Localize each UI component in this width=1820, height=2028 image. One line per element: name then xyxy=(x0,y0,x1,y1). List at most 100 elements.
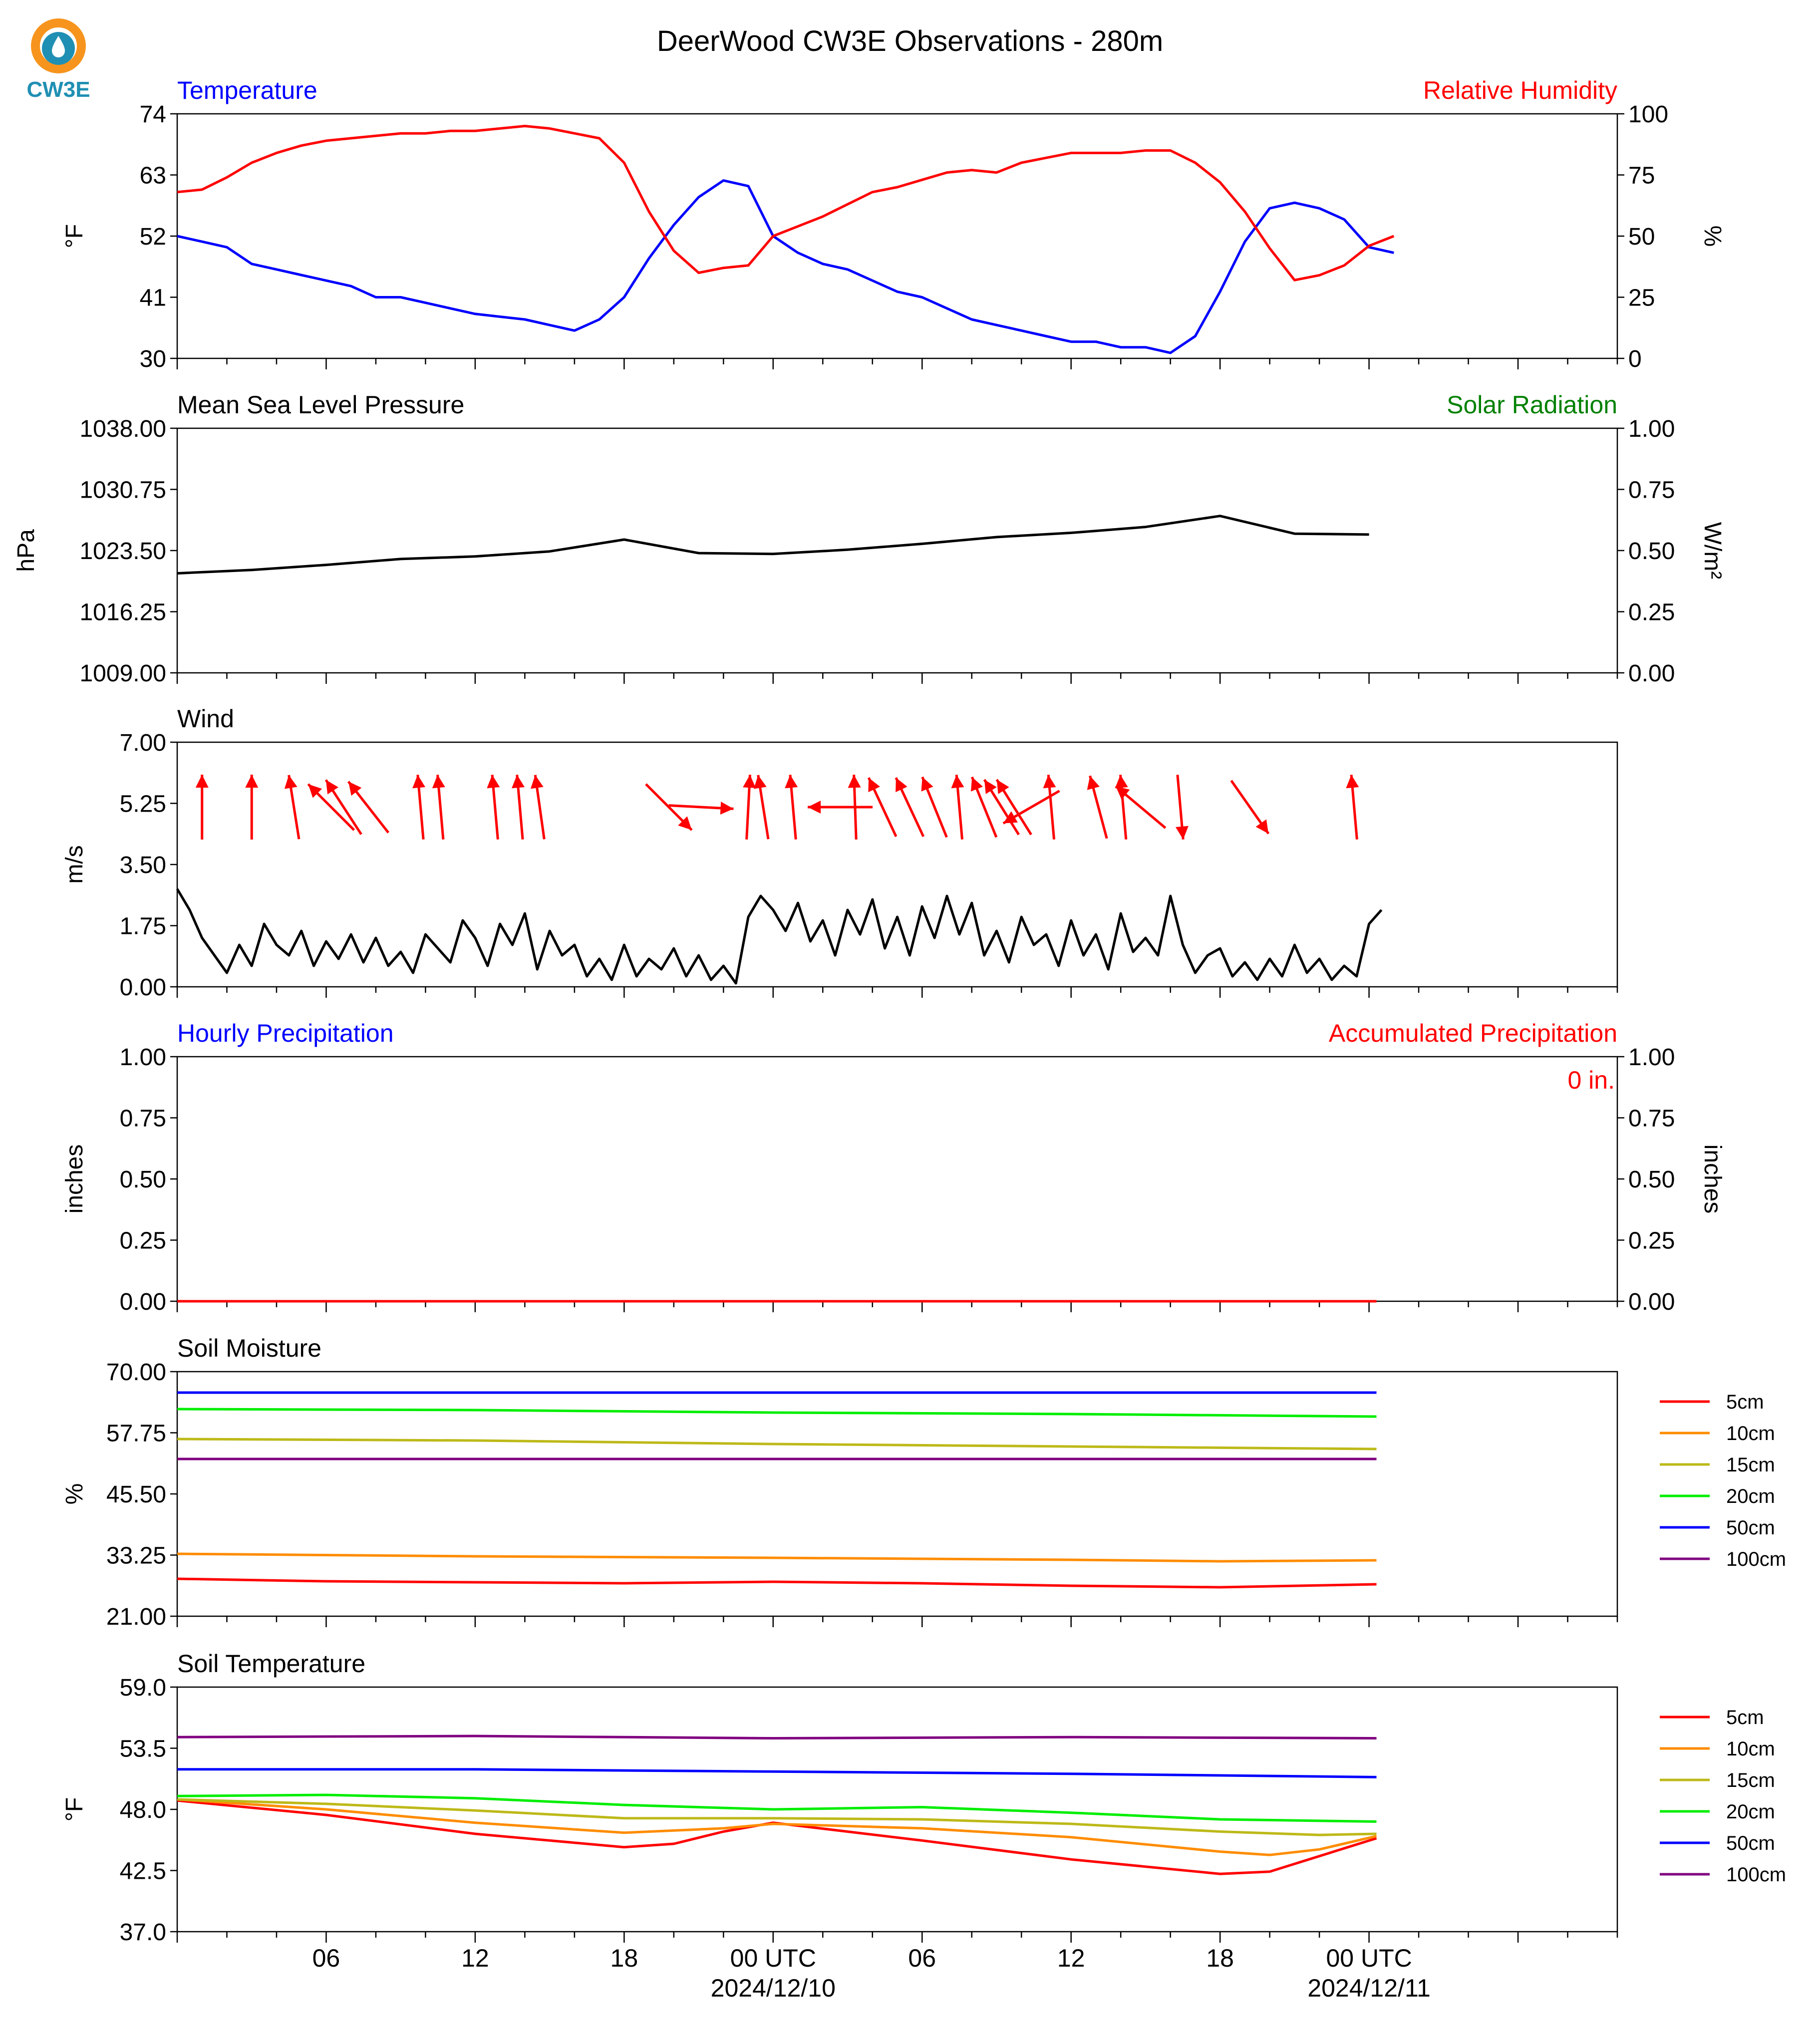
series-line xyxy=(177,125,1395,282)
y-tick-label-right: 1.00 xyxy=(1628,416,1675,442)
panel-left-title: Soil Moisture xyxy=(177,1334,321,1362)
y-tick-label: 5.25 xyxy=(120,791,166,818)
y-tick-label: 37.0 xyxy=(120,1919,166,1946)
wind-arrow xyxy=(867,777,898,837)
y-tick-label-right: 0.00 xyxy=(1628,1289,1675,1315)
y-tick-label: 53.5 xyxy=(120,1736,166,1762)
logo-water-drop-icon xyxy=(52,36,65,57)
wind-arrow xyxy=(1346,775,1359,840)
wind-arrow xyxy=(412,775,426,840)
y-tick-label: 59.0 xyxy=(120,1675,166,1701)
x-tick-label: 06 xyxy=(908,1944,936,1972)
y-tick-label: 1.75 xyxy=(120,913,166,940)
y-tick-label: 0.50 xyxy=(120,1166,166,1193)
legend-label: 5cm xyxy=(1726,1707,1764,1729)
wind-arrow xyxy=(983,779,1020,836)
y-tick-label-right: 100 xyxy=(1628,101,1668,128)
logo-sun-ring-icon xyxy=(31,18,86,73)
wind-arrow xyxy=(970,776,998,838)
plot-frame xyxy=(176,427,1618,674)
x-tick-label: 00 UTC xyxy=(1326,1944,1412,1972)
series-line-100cm xyxy=(177,1735,1377,1739)
y-tick-label-right: 0 xyxy=(1628,346,1642,372)
wind-arrow xyxy=(307,783,355,831)
y-tick-label: 74 xyxy=(140,101,166,128)
y-tick-label: 63 xyxy=(140,163,166,189)
legend: 5cm 10cm 15cm 20cm 50cm 100cm xyxy=(1660,1391,1786,1570)
series-line-5cm xyxy=(177,1577,1377,1589)
plot-frame xyxy=(176,113,1618,359)
cw3e-logo: CW3E xyxy=(26,18,90,102)
wind-arrow xyxy=(1230,780,1270,835)
legend-label: 100cm xyxy=(1726,1548,1786,1570)
y-tick-label-right: 1.00 xyxy=(1628,1044,1675,1071)
panel-precipitation: Hourly Precipitation Accumulated Precipit… xyxy=(61,1019,1726,1315)
wind-arrow xyxy=(995,779,1032,836)
wind-arrow xyxy=(848,774,861,840)
y-tick-label: 1038.00 xyxy=(79,416,166,442)
plot-frame xyxy=(176,1056,1618,1302)
y-axis-label: hPa xyxy=(13,529,39,572)
series-line-50cm xyxy=(177,1768,1377,1778)
y-tick-label: 42.5 xyxy=(120,1858,166,1885)
y-tick-label-right: 75 xyxy=(1628,163,1655,189)
series-line-15cm xyxy=(177,1438,1377,1450)
panel-right-title: Solar Radiation xyxy=(1447,391,1617,419)
legend-label: 10cm xyxy=(1726,1738,1775,1760)
y-axis-label-right: inches xyxy=(1699,1145,1726,1214)
y-tick-label: 45.50 xyxy=(106,1481,166,1508)
logo-text: CW3E xyxy=(26,77,90,102)
y-tick-label: 0.75 xyxy=(120,1106,166,1132)
y-tick-label: 3.50 xyxy=(120,852,166,878)
x-date-label: 2024/12/11 xyxy=(1307,1974,1431,2002)
figure-title: DeerWood CW3E Observations - 280m xyxy=(657,25,1163,57)
x-tick-label: 12 xyxy=(461,1944,489,1972)
wind-arrow xyxy=(951,775,964,840)
series-line-10cm xyxy=(177,1798,1377,1856)
y-tick-label: 1030.75 xyxy=(79,477,166,504)
wind-arrow xyxy=(808,801,873,814)
y-tick-label-right: 0.00 xyxy=(1628,660,1675,687)
wind-arrow xyxy=(785,775,798,840)
y-tick-label: 0.00 xyxy=(120,974,166,1001)
y-tick-label-right: 0.25 xyxy=(1628,1228,1675,1254)
x-tick-label: 18 xyxy=(610,1944,638,1972)
legend-label: 15cm xyxy=(1726,1454,1775,1476)
panel-left-title: Soil Temperature xyxy=(177,1650,365,1678)
plot-frame xyxy=(176,1686,1618,1933)
y-tick-label-right: 0.50 xyxy=(1628,1166,1675,1193)
panel-pressure: Mean Sea Level Pressure Solar Radiation 10… xyxy=(13,391,1726,687)
series-line xyxy=(176,888,1383,985)
legend-label: 100cm xyxy=(1726,1864,1786,1886)
wind-arrow xyxy=(895,777,925,837)
y-axis-label: °F xyxy=(61,224,88,249)
wind-arrow xyxy=(432,775,445,840)
series-line-20cm xyxy=(177,1793,1377,1823)
wind-arrow xyxy=(1043,775,1056,840)
legend-label: 50cm xyxy=(1726,1832,1775,1854)
panel-temperature-humidity: Temperature Relative Humidity 74 63 52 41 30 10… xyxy=(61,76,1726,372)
panel-right-title: Relative Humidity xyxy=(1423,76,1617,104)
y-tick-label: 41 xyxy=(140,285,166,311)
wind-arrow xyxy=(921,776,948,838)
x-tick-label: 12 xyxy=(1057,1944,1085,1972)
panel-left-title: Wind xyxy=(177,705,234,733)
y-tick-label: 33.25 xyxy=(106,1543,166,1569)
legend-label: 10cm xyxy=(1726,1423,1775,1445)
wind-arrow xyxy=(530,775,546,840)
y-axis-label: % xyxy=(61,1483,88,1505)
y-tick-label: 7.00 xyxy=(120,730,166,756)
panel-right-title: Accumulated Precipitation xyxy=(1329,1019,1617,1047)
wind-arrow xyxy=(645,783,693,831)
y-tick-label-right: 0.25 xyxy=(1628,599,1675,626)
panel-left-title: Mean Sea Level Pressure xyxy=(177,391,464,419)
legend-label: 15cm xyxy=(1726,1769,1775,1791)
y-tick-label: 21.00 xyxy=(106,1604,166,1630)
y-tick-label-right: 25 xyxy=(1628,285,1655,311)
x-tick-label: 06 xyxy=(312,1944,340,1972)
wind-arrow xyxy=(753,775,770,840)
y-tick-label: 57.75 xyxy=(106,1421,166,1447)
wind-arrow xyxy=(668,802,734,815)
